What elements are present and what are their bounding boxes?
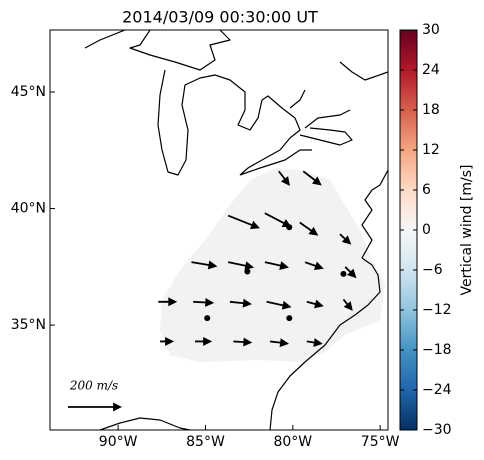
- wind-vector: [306, 299, 324, 309]
- colorbar-tick-label: −30: [422, 422, 452, 438]
- site-marker: [244, 268, 251, 275]
- site-marker: [286, 315, 293, 322]
- lake-superior: [84, 30, 231, 71]
- wind-vector: [193, 298, 215, 307]
- lon-tick-label: 80°W: [273, 434, 312, 450]
- wind-vector: [342, 298, 353, 311]
- colorbar-tick-label: 6: [422, 182, 431, 198]
- wind-vector: [191, 260, 218, 270]
- lat-tick-label: 45°N: [11, 84, 46, 100]
- lat-tick-label: 35°N: [11, 317, 46, 333]
- colorbar-tick-label: −12: [422, 302, 452, 318]
- colorbar-tick-label: 30: [422, 22, 440, 38]
- lon-tick-label: 90°W: [99, 434, 138, 450]
- lon-tick-label: 85°W: [186, 434, 225, 450]
- wind-vector: [229, 298, 252, 308]
- colorbar-tick-label: −18: [422, 342, 452, 358]
- wind-vector: [304, 261, 324, 271]
- site-marker: [204, 315, 211, 322]
- map-title: 2014/03/09 00:30:00 UT: [122, 8, 318, 27]
- colorbar-tick-label: 24: [422, 62, 440, 78]
- wind-vector: [227, 214, 260, 230]
- wind-vector: [194, 336, 213, 346]
- colorbar-tick-label: 0: [422, 222, 431, 238]
- colorbar-label: Vertical wind [m/s]: [459, 165, 475, 296]
- wind-vector: [269, 338, 289, 348]
- wind-vector: [160, 336, 175, 346]
- scale-arrow: [68, 402, 123, 412]
- lake-michigan: [157, 69, 301, 176]
- wind-vector: [306, 338, 323, 347]
- wind-vector: [266, 300, 292, 310]
- wind-vector: [233, 337, 253, 347]
- colorbar-tick-label: 18: [422, 102, 440, 118]
- data-coverage: [160, 168, 385, 362]
- wind-vector: [227, 261, 255, 271]
- colorbar-tick-label: 12: [422, 142, 440, 158]
- site-marker: [286, 224, 293, 231]
- wind-vector: [158, 297, 178, 307]
- wind-vector: [299, 221, 319, 236]
- lon-tick-label: 75°W: [361, 434, 400, 450]
- wind-vector: [302, 170, 322, 186]
- florida-coast: [99, 417, 191, 430]
- map-frame: [49, 29, 389, 431]
- wind-vector: [344, 266, 357, 279]
- saint-lawrence: [339, 61, 388, 81]
- atlantic-coast: [269, 169, 388, 430]
- wind-vector: [264, 261, 289, 270]
- colorbar-tick-label: −24: [422, 382, 452, 398]
- scale-label: 200 m/s: [69, 379, 118, 393]
- wind-vector: [264, 212, 292, 228]
- lake-huron-ontario: [239, 89, 353, 176]
- site-marker: [340, 270, 347, 277]
- wind-vector: [278, 170, 290, 186]
- lat-tick-label: 40°N: [11, 201, 46, 217]
- wind-vector: [339, 233, 352, 245]
- colorbar-tick-label: −6: [422, 262, 443, 278]
- map-area: [84, 30, 388, 430]
